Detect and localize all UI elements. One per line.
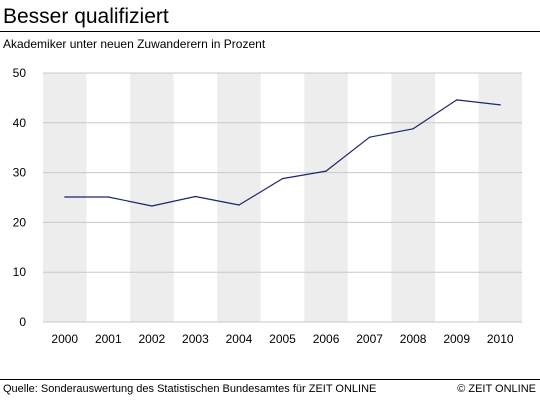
data-point: [499, 104, 501, 106]
data-point: [412, 128, 414, 130]
data-point: [368, 136, 371, 138]
data-point: [107, 196, 109, 198]
year-band: [130, 73, 174, 322]
chart-subtitle: Akademiker unter neuen Zuwanderern in Pr…: [3, 37, 266, 51]
year-band: [304, 73, 348, 322]
y-tick-label: 30: [13, 166, 27, 180]
year-band: [478, 73, 522, 322]
x-tick-label: 2007: [356, 332, 383, 346]
x-tick-label: 2009: [443, 332, 470, 346]
x-tick-label: 2006: [313, 332, 340, 346]
gridlines: [43, 72, 522, 323]
data-point: [281, 177, 284, 180]
chart-title: Besser qualifiziert: [3, 5, 169, 28]
x-tick-label: 2000: [51, 332, 78, 346]
x-tick-label: 2010: [487, 332, 514, 346]
data-point: [325, 170, 327, 172]
y-tick-label: 50: [13, 66, 27, 80]
source-note: Quelle: Sonderauswertung des Statistisch…: [3, 383, 377, 395]
y-tick-label: 0: [19, 315, 26, 329]
x-tick-label: 2002: [139, 332, 166, 346]
x-axis-labels: 2000 2001 2002 2003 2004 2005 2006 2007 2008 2009…: [51, 332, 513, 346]
y-tick-label: 40: [13, 116, 27, 130]
x-tick-label: 2001: [95, 332, 122, 346]
data-point: [151, 205, 153, 207]
y-tick-label: 20: [13, 215, 27, 229]
year-band: [391, 73, 435, 322]
title-divider: [0, 31, 540, 32]
year-band: [217, 73, 261, 322]
x-tick-label: 2004: [226, 332, 253, 346]
footer-divider: [0, 379, 540, 380]
copyright-note: © ZEIT ONLINE: [457, 383, 536, 395]
x-tick-label: 2008: [400, 332, 427, 346]
data-point: [238, 204, 240, 206]
x-tick-label: 2005: [269, 332, 296, 346]
data-point: [64, 196, 66, 198]
data-series: [64, 99, 501, 207]
data-point: [194, 195, 197, 198]
data-point: [456, 99, 458, 101]
year-bands: [43, 73, 522, 322]
y-tick-label: 10: [13, 265, 27, 279]
y-axis-labels: 0 10 20 30 40 50: [13, 66, 27, 329]
x-tick-label: 2003: [182, 332, 209, 346]
